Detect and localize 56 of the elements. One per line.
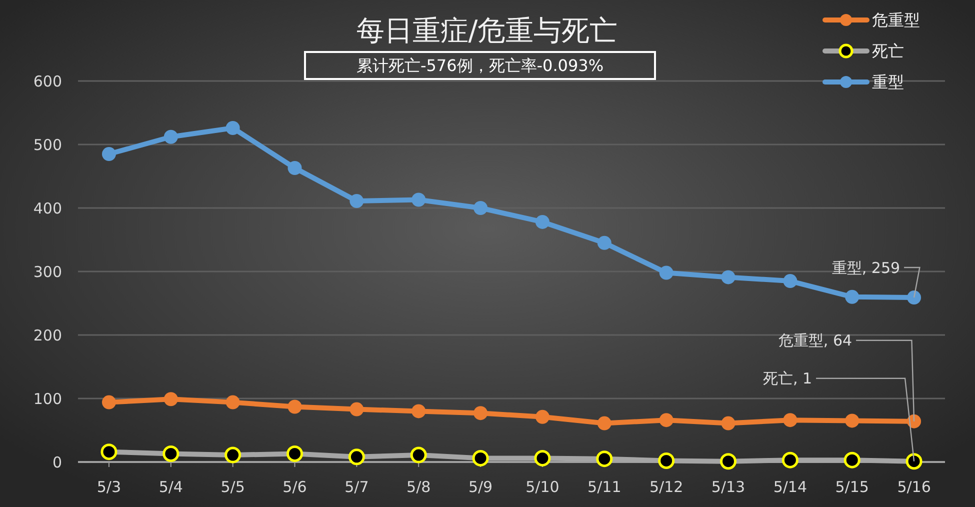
point [164,392,178,406]
y-tick-label: 300 [33,262,62,281]
x-tick-label: 5/8 [406,478,431,496]
x-tick-label: 5/4 [158,478,183,496]
x-tick-label: 5/16 [897,478,931,496]
point [535,410,550,424]
point [535,214,550,229]
y-tick-label: 500 [33,136,62,154]
point [845,414,860,428]
point [412,404,426,418]
legend-label: 死亡 [872,42,904,61]
y-tick-label: 100 [33,390,62,408]
annotation: 危重型, 64 [778,332,852,350]
point [907,290,922,305]
point [845,290,860,304]
x-tick-label: 5/13 [711,478,746,496]
x-tick-label: 5/9 [468,478,493,496]
annotation: 死亡, 1 [762,370,812,388]
x-tick-label: 5/7 [344,478,369,496]
x-tick-label: 5/15 [835,478,869,496]
point [412,192,426,207]
x-tick-label: 5/11 [588,478,622,496]
point [102,395,116,410]
x-tick-label: 5/14 [773,478,808,496]
point [288,160,302,175]
point [597,416,612,430]
x-tick-label: 5/12 [649,478,684,496]
point [597,236,612,250]
chart-subtitle: 累计死亡-576例，死亡率-0.093% [356,56,604,75]
legend-label: 危重型 [872,10,920,30]
x-tick-label: 5/5 [220,478,245,496]
point [350,194,364,208]
point [659,266,674,280]
legend-label: 重型 [872,72,904,92]
y-tick-label: 600 [33,72,62,90]
point [226,395,240,410]
x-tick-label: 5/10 [526,478,560,496]
point [350,402,364,416]
point [659,413,674,428]
x-tick-label: 5/3 [96,478,122,496]
point [102,147,116,162]
annotation: 重型, 259 [832,258,900,277]
y-tick-label: 400 [33,199,62,218]
x-tick-label: 5/6 [282,478,307,496]
y-tick-label: 0 [52,453,62,472]
point [288,400,302,414]
y-tick-label: 200 [33,326,62,344]
point [164,130,178,144]
point [226,120,240,135]
point [783,274,798,288]
point [783,413,798,428]
chart-title: 每日重症/危重与死亡 [356,14,618,47]
point [721,416,736,430]
point [474,201,488,215]
point [721,270,736,284]
point [474,406,488,420]
